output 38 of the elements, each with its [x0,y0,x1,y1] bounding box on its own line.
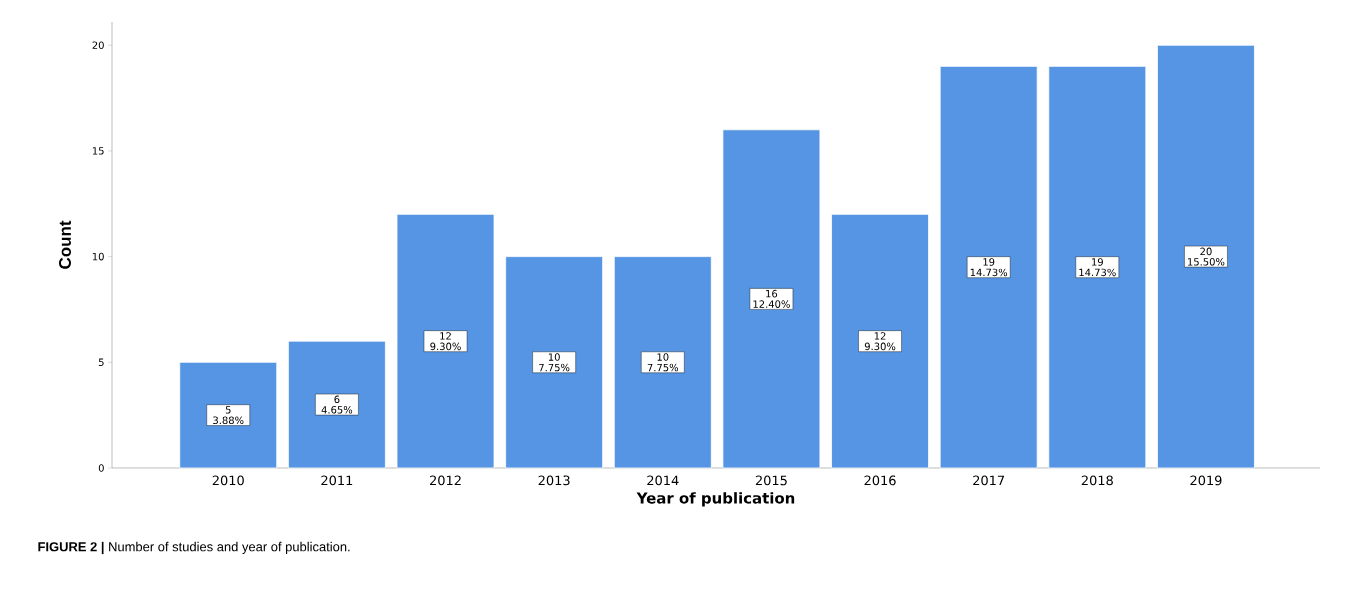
y-tick-label: 15 [92,147,104,155]
x-tick-label: 2013 [538,475,570,486]
x-tick-label: 2017 [973,475,1005,486]
bar [287,340,386,469]
data-label: 10 7.75% [647,353,679,372]
data-label: 19 14.73% [1079,258,1116,277]
data-label: 12 9.30% [430,332,461,351]
data-label: 10 7.75% [539,353,570,372]
y-tick-label: 0 [98,464,104,472]
x-tick-label: 2018 [1081,475,1113,486]
text: FIGURE 2 | Number of studies and year of publication. [38,541,350,555]
x-axis-title: Year of publication [636,492,795,507]
x-tick-label: 2019 [1190,475,1222,486]
x-tick-label: 2015 [755,475,787,486]
data-label: 20 15.50% [1188,247,1225,266]
x-tick-label: 2014 [647,475,679,486]
bar [179,361,278,469]
y-tick-label: 5 [98,358,104,366]
bar [1157,44,1255,469]
bar [722,129,821,469]
x-tick-label: 2011 [321,475,353,486]
data-label: 6 4.65% [321,395,353,414]
data-label: 5 3.88% [213,406,244,425]
bar [505,256,604,469]
x-tick-label: 2010 [212,475,244,486]
y-tick-label: 10 [92,252,104,261]
data-label: 16 12.40% [753,289,790,308]
bar [831,213,929,469]
bar [613,256,712,469]
data-label: 19 14.73% [970,258,1008,277]
x-tick-label: 2012 [429,475,461,486]
bar [1048,65,1147,469]
y-tick-label: 20 [92,41,104,49]
data-label: 12 9.30% [864,332,896,351]
bar [396,213,495,469]
x-tick-label: 2016 [864,475,896,486]
y-axis-title: Count [58,220,71,269]
bar [939,65,1038,469]
